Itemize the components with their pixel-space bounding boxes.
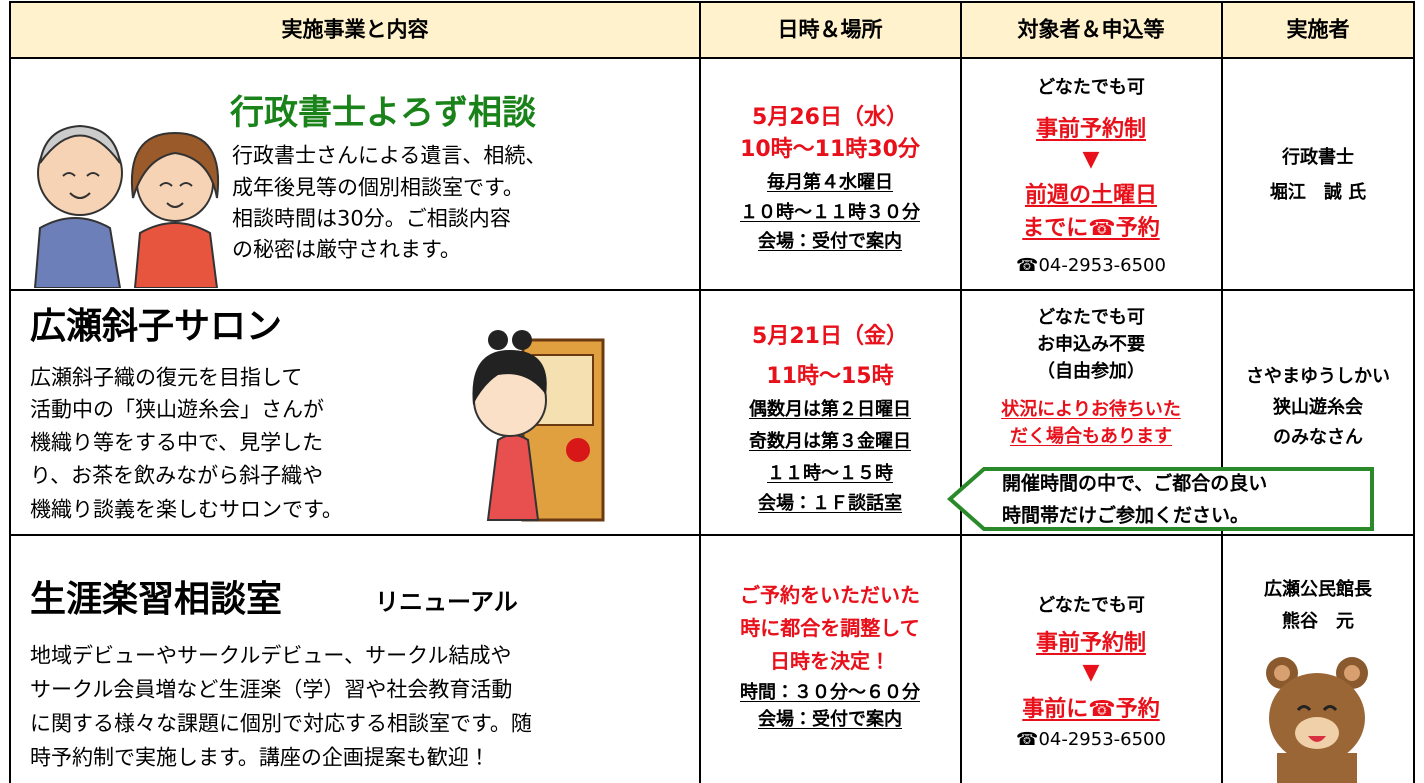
target-note: （自由参加） (1037, 361, 1145, 382)
header-bg (10, 2, 1414, 58)
schedule-highlight: 時に都合を調整して (740, 616, 920, 640)
border (10, 289, 1415, 291)
header-cell: 実施事業と内容 (281, 17, 429, 42)
border (9, 1, 11, 783)
schedule-detail: 毎月第４水曜日 (767, 172, 893, 193)
schedule-detail: 会場：受付で案内 (758, 709, 902, 730)
border (10, 1, 1415, 3)
illustration-weaver (472, 330, 605, 522)
target-arrow: ▼ (1082, 147, 1100, 172)
schedule-detail: 奇数月は第３金曜日 (749, 431, 911, 452)
description: 機織り談義を楽しむサロンです。 (30, 497, 343, 522)
description: 活動中の「狭山遊糸会」さんが (30, 397, 324, 422)
description: り、お茶を飲みながら斜子織や (30, 463, 324, 488)
border (960, 1, 962, 783)
description: 時予約制で実施します。講座の企画提案も歓迎！ (30, 745, 490, 770)
presenter: 堀江 誠 氏 (1269, 182, 1367, 203)
illustration-bear (1266, 657, 1368, 783)
callout-text: 時間帯だけご参加ください。 (1002, 504, 1250, 527)
description: に関する様々な課題に個別で対応する相談室です。随 (30, 711, 532, 736)
target-deadline: 事前に☎予約 (1022, 697, 1160, 722)
description: の秘密は厳守されます。 (232, 237, 461, 262)
target-caution: 状況によりお待ちいた (1001, 399, 1181, 420)
event-title: 広瀬斜子サロン (30, 306, 283, 347)
header-cell: 日時＆場所 (777, 17, 883, 42)
schedule-highlight: 5月21日（金） (752, 324, 908, 349)
schedule-detail: １１時～１５時 (767, 463, 893, 484)
target-method: 事前予約制 (1035, 631, 1147, 656)
header-cell: 実施者 (1286, 17, 1350, 42)
callout-box (946, 467, 1374, 531)
description: 行政書士さんによる遺言、相続、 (232, 143, 547, 168)
phone: ☎04-2953-6500 (1016, 729, 1166, 750)
target-note: どなたでも可 (1037, 595, 1145, 616)
presenter: 広瀬公民館長 (1264, 579, 1372, 600)
event-title: 行政書士よろず相談 (230, 93, 536, 133)
description: 相談時間は30分。ご相談内容 (232, 206, 511, 231)
target-caution: だく場合もあります (1010, 426, 1172, 447)
event-tag: リニューアル (375, 588, 518, 616)
target-arrow: ▼ (1082, 660, 1100, 685)
schedule-detail: 偶数月は第２日曜日 (749, 399, 911, 420)
border (1221, 1, 1223, 783)
event-title: 生涯楽習相談室 (30, 579, 283, 620)
schedule-detail: 時間：３０分～６０分 (740, 682, 920, 703)
border (10, 57, 1415, 59)
description: サークル会員増など生涯楽（学）習や社会教育活動 (30, 677, 513, 702)
description: 広瀬斜子織の復元を目指して (30, 365, 303, 390)
target-note: どなたでも可 (1037, 77, 1145, 98)
schedule-highlight: 11時～15時 (766, 364, 894, 389)
presenter: のみなさん (1273, 427, 1363, 448)
schedule-detail: 会場：１Ｆ談話室 (758, 493, 902, 514)
target-deadline: 前週の土曜日 (1024, 183, 1158, 208)
schedule-detail: １０時～１１時３０分 (740, 202, 920, 223)
presenter: さやまゆうしかい (1246, 366, 1390, 387)
target-note: お申込み不要 (1037, 334, 1145, 355)
schedule-highlight: ご予約をいただいた (740, 583, 920, 607)
schedule-highlight: 10時～11時30分 (740, 137, 920, 162)
target-method: 事前予約制 (1035, 117, 1147, 142)
presenter: 熊谷 元 (1282, 611, 1354, 632)
description: 地域デビューやサークルデビュー、サークル結成や (30, 643, 512, 668)
border (10, 534, 1415, 536)
target-note: どなたでも可 (1037, 307, 1145, 328)
border (1413, 1, 1415, 783)
schedule-highlight: 日時を決定！ (770, 649, 890, 673)
border (699, 1, 701, 783)
schedule-detail: 会場：受付で案内 (758, 231, 902, 252)
illustration-seniors (33, 124, 219, 288)
phone: ☎04-2953-6500 (1016, 255, 1166, 276)
description: 機織り等をする中で、見学した (30, 430, 324, 455)
description: 成年後見等の個別相談室です。 (232, 175, 524, 200)
header-cell: 対象者＆申込等 (1017, 17, 1165, 42)
target-deadline: までに☎予約 (1022, 216, 1160, 241)
schedule-highlight: 5月26日（水） (752, 105, 908, 130)
presenter: 行政書士 (1282, 147, 1354, 168)
presenter: 狭山遊糸会 (1273, 397, 1363, 418)
callout-text: 開催時間の中で、ご都合の良い (1002, 472, 1268, 495)
